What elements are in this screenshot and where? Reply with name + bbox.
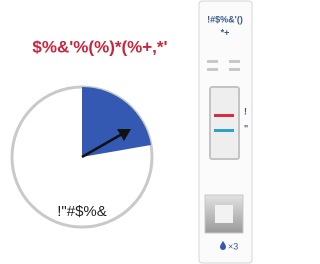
title: $%&'%(%)*(%+,*'	[32, 37, 167, 56]
device-title: !#$%&'()	[207, 14, 243, 24]
grip	[207, 60, 218, 63]
grip	[229, 68, 240, 71]
timer-sector	[82, 87, 151, 157]
control-line	[214, 114, 234, 117]
grip	[207, 68, 218, 71]
test-line	[214, 129, 234, 132]
illustration: $%&'%(%)*(%+,*' !"#$%& !#$%&'() *+ ! " ×…	[0, 0, 255, 264]
line-label: !	[244, 106, 247, 116]
timer-label: !"#$%&	[57, 203, 107, 220]
grip	[229, 60, 240, 63]
device-subtitle: *+	[221, 27, 230, 37]
line-label: "	[244, 123, 248, 133]
sample-well-inner	[215, 205, 233, 223]
page: $%&'%(%)*(%+,*' !"#$%& !#$%&'() *+ ! " ×…	[0, 0, 255, 264]
drop-count: ×3	[228, 241, 238, 251]
result-window	[210, 87, 239, 159]
